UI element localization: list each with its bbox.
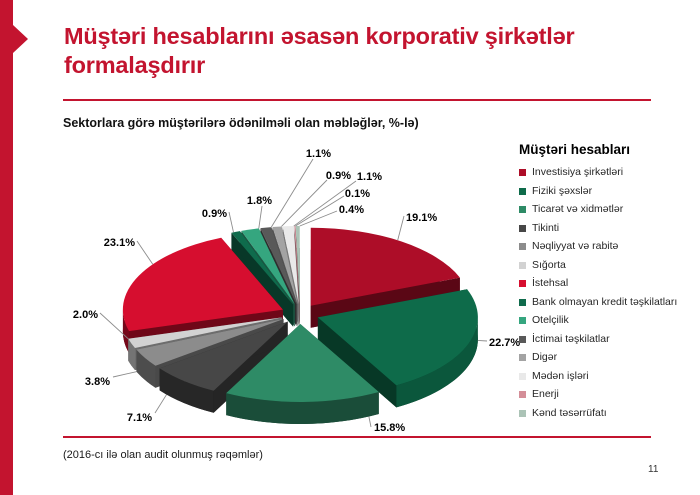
legend-item: Bank olmayan kredit təşkilatları [519,295,682,309]
legend-item: Nəqliyyat və rabitə [519,240,682,253]
slice-label: 22.7% [489,337,520,349]
title-divider [63,99,651,101]
legend-swatch [519,391,526,398]
slice-label: 0.4% [339,204,364,216]
leader-line [112,371,137,378]
slice-label: 7.1% [127,412,152,424]
legend-label: Investisiya şirkətləri [532,166,624,178]
legend-swatch [519,335,526,343]
legend-swatch [519,206,526,213]
leader-line [368,416,372,428]
legend-label: Bank olmayan kredit təşkilatları [532,295,678,308]
legend-item: Kənd təsərrüfatı [519,406,682,420]
slice-label: 19.1% [406,212,437,224]
legend-swatch [519,298,526,306]
footnote: (2016-cı ilə olan audit olunmuş rəqəmlər… [63,449,263,461]
legend-label: Digər [532,351,558,363]
pie-slice-1 [317,289,478,408]
legend: Müştəri hesabları Investisiya şirkətləri… [519,142,695,426]
legend-label: Otelçilik [532,314,569,326]
slide-title: Müştəri hesablarını əsasən korporativ şi… [64,22,664,79]
legend-label: Ticarət və xidmətlər [532,203,624,215]
leader-line [154,394,167,414]
legend-swatch [519,317,526,324]
legend-item: Ticarət və xidmətlər [519,203,682,216]
legend-label: Kənd təsərrüfatı [532,406,607,419]
legend-label: Fiziki şəxslər [532,184,593,197]
slice-label: 23.1% [104,237,135,249]
legend-swatch [519,409,526,417]
legend-item: Otelçilik [519,314,682,327]
legend-item: Digər [519,351,682,364]
slice-label: 15.8% [374,422,405,434]
slide-title-line: Müştəri hesablarını əsasən korporativ şi… [64,23,575,49]
leader-line [477,339,488,342]
left-accent-bar [0,0,13,495]
leader-line [281,179,328,227]
left-accent-arrow-icon [13,25,28,53]
slice-label: 1.1% [357,171,382,183]
legend-label: Tikinti [532,221,560,234]
legend-item: Sığorta [519,258,682,272]
legend-swatch [519,187,526,195]
slice-label: 3.8% [85,376,110,388]
slice-label: 1.1% [306,148,331,160]
slice-label: 1.8% [247,195,272,207]
leader-line [99,312,129,340]
leader-line [270,158,314,228]
legend-label: Mədən işləri [532,369,589,382]
leader-line [136,240,154,265]
legend-swatch [519,169,526,176]
legend-swatch [519,261,526,269]
legend-item: Fiziki şəxslər [519,184,682,198]
legend-swatch [519,243,526,250]
legend-swatch [519,280,526,287]
legend-label: İctimai təşkilatlar [532,332,610,345]
legend-swatch [519,224,526,232]
slice-label: 0.1% [345,188,370,200]
legend-item: Enerji [519,388,682,401]
legend-item: İctimai təşkilatlar [519,332,682,346]
slice-label: 2.0% [73,309,98,321]
leader-line [295,195,345,227]
legend-swatch [519,372,526,380]
legend-label: Nəqliyyat və rabitə [532,240,619,252]
legend-item: Mədən işləri [519,369,682,383]
leader-line [293,180,357,227]
leader-line [299,210,338,227]
slice-label: 0.9% [326,170,351,182]
slide-title-line: formalaşdırır [64,51,206,78]
legend-swatch [519,354,526,361]
page-number: 11 [648,464,659,475]
legend-label: Enerji [532,388,559,400]
slice-label: 0.9% [202,208,227,220]
leader-line [228,211,234,233]
legend-label: İstehsal [532,277,569,289]
legend-label: Sığorta [532,258,566,271]
chart-title: Sektorlara görə müştərilərə ödənilməli o… [63,116,419,130]
leader-line [397,215,405,241]
legend-item: Investisiya şirkətləri [519,166,682,179]
legend-item: İstehsal [519,277,682,290]
pie-slice-2 [226,324,379,424]
legend-title: Müştəri hesabları [519,142,631,157]
leader-line [258,205,263,229]
legend-list: Investisiya şirkətləri Fiziki şəxslər Tica… [519,166,695,420]
footer-divider [63,436,651,438]
legend-item: Tikinti [519,221,682,235]
